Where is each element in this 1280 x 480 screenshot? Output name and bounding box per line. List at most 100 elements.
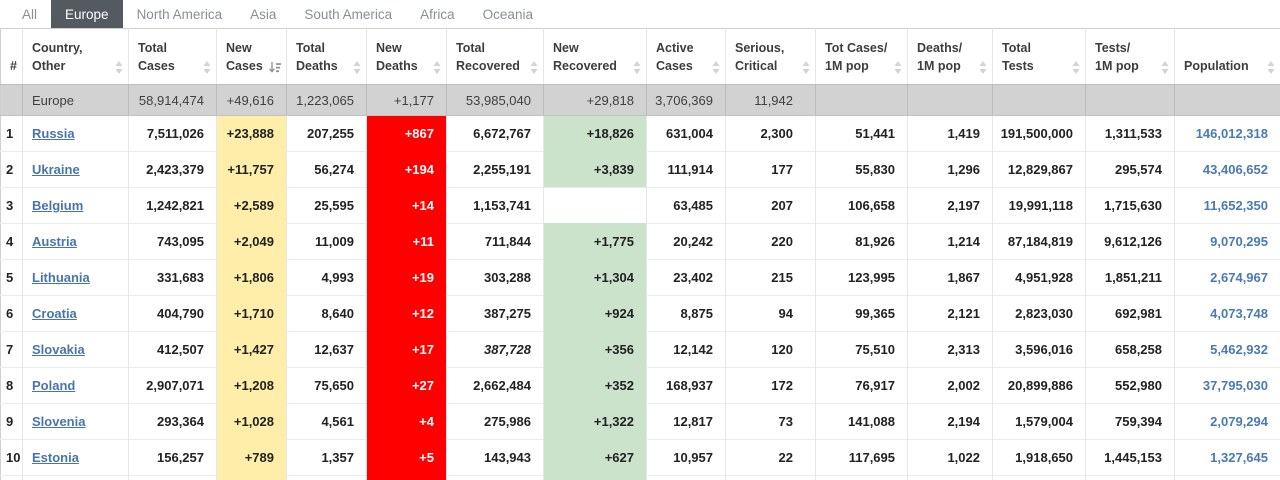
new-recovered-cell: +18,826 (543, 115, 647, 152)
country-cell: Ukraine (22, 151, 129, 188)
population-link[interactable]: 4,073,748 (1210, 306, 1268, 321)
total-recovered-cell: 1,153,741 (446, 187, 544, 224)
country-cell: Lithuania (22, 259, 129, 296)
tab-europe[interactable]: Europe (51, 0, 123, 28)
tab-north-america[interactable]: North America (136, 6, 223, 22)
column-header-total-cases[interactable]: Total Cases (128, 28, 217, 85)
population-link[interactable]: 37,795,030 (1202, 378, 1268, 393)
country-link[interactable]: Slovenia (32, 414, 86, 429)
population-link[interactable]: 146,012,318 (1195, 126, 1268, 141)
sort-unsorted-icon (115, 61, 123, 74)
population-link[interactable]: 2,674,967 (1210, 270, 1268, 285)
column-header-population[interactable]: Population (1174, 28, 1280, 85)
header-label: Active Cases (656, 40, 694, 73)
cases-per-1m-cell: 123,995 (815, 259, 908, 296)
rank-cell: 8 (0, 367, 23, 404)
serious-critical-cell: 2,300 (725, 115, 816, 152)
country-link[interactable]: Russia (32, 126, 75, 141)
country-link[interactable]: Lithuania (32, 270, 90, 285)
tab-oceania[interactable]: Oceania (482, 6, 533, 22)
deaths-per-1m-cell: 2,197 (907, 187, 993, 224)
column-header-deaths-per-1m[interactable]: Deaths/1M pop (907, 28, 993, 85)
totals-population (1174, 84, 1280, 116)
country-link[interactable]: Belgium (32, 198, 84, 213)
population-link[interactable]: 9,070,295 (1210, 234, 1268, 249)
population-cell: 11,652,350 (1174, 187, 1280, 224)
country-cell: Russia (22, 115, 129, 152)
population-link[interactable]: 5,462,932 (1210, 342, 1268, 357)
new-cases-cell: +1,208 (216, 367, 287, 404)
tab-all[interactable]: All (22, 6, 38, 22)
population-link[interactable]: 43,406,652 (1202, 162, 1268, 177)
population-cell: 37,795,030 (1174, 367, 1280, 404)
country-link[interactable]: Ukraine (32, 162, 80, 177)
population-cell: 9,070,295 (1174, 223, 1280, 260)
population-link[interactable]: 11,652,350 (1203, 198, 1268, 213)
cases-per-1m-cell: 117,695 (815, 439, 908, 476)
column-header-tests-per-1m[interactable]: Tests/1M pop (1085, 28, 1175, 85)
active-cases-cell: 168,937 (646, 367, 726, 404)
column-header-active-cases[interactable]: Active Cases (646, 28, 726, 85)
tab-south-america[interactable]: South America (304, 6, 393, 22)
population-cell: 4,073,748 (1174, 295, 1280, 332)
rank-cell: 5 (0, 259, 23, 296)
total-deaths-cell: 1,357 (286, 439, 367, 476)
total-tests-cell: 1,579,004 (992, 403, 1086, 440)
cases-per-1m-cell: 99,365 (815, 295, 908, 332)
new-deaths-cell: +14 (366, 187, 447, 224)
rank-cell: 6 (0, 295, 23, 332)
total-tests-cell: 20,899,886 (992, 367, 1086, 404)
deaths-per-1m-cell: 1,419 (907, 115, 993, 152)
population-cell: 43,406,652 (1174, 151, 1280, 188)
serious-critical-cell: 120 (725, 331, 816, 368)
total-cases-cell: 7,511,026 (128, 115, 217, 152)
tab-asia[interactable]: Asia (250, 6, 277, 22)
totals-total-cases: 58,914,474 (128, 84, 217, 116)
column-header-total-recovered[interactable]: Total Recovered (446, 28, 544, 85)
new-cases-cell: +2,049 (216, 223, 287, 260)
new-recovered-cell: +1,304 (543, 259, 647, 296)
country-link[interactable]: Croatia (32, 306, 77, 321)
tests-per-1m-cell: 692,981 (1085, 295, 1175, 332)
column-header-total-tests[interactable]: Total Tests (992, 28, 1086, 85)
population-cell: 1,327,645 (1174, 439, 1280, 476)
new-cases-cell: +1,427 (216, 331, 287, 368)
header-row: # Country, Other Total Cases New Cases Tota… (0, 28, 1280, 85)
column-header-rank[interactable]: # (0, 28, 23, 85)
population-link[interactable]: 1,327,645 (1210, 450, 1268, 465)
column-header-new-recovered[interactable]: New Recovered (543, 28, 647, 85)
cases-per-1m-cell: 76,917 (815, 367, 908, 404)
column-header-new-deaths[interactable]: New Deaths (366, 28, 447, 85)
sort-unsorted-icon (979, 61, 987, 74)
column-header-total-deaths[interactable]: Total Deaths (286, 28, 367, 85)
column-header-serious-critical[interactable]: Serious, Critical (725, 28, 816, 85)
rank-cell: 2 (0, 151, 23, 188)
cases-per-1m-cell: 141,088 (815, 403, 908, 440)
country-link[interactable]: Slovakia (32, 342, 85, 357)
country-link[interactable]: Poland (32, 378, 76, 393)
total-recovered-cell: 303,288 (446, 259, 544, 296)
cases-per-1m-cell: 81,926 (815, 223, 908, 260)
population-link[interactable]: 2,079,294 (1210, 414, 1268, 429)
tab-africa[interactable]: Africa (420, 6, 455, 22)
column-header-cases-per-1m[interactable]: Tot Cases/1M pop (815, 28, 908, 85)
population-cell: 5,462,932 (1174, 331, 1280, 368)
active-cases-cell: 631,004 (646, 115, 726, 152)
total-deaths-cell: 11,009 (286, 223, 367, 260)
totals-total-deaths: 1,223,065 (286, 84, 367, 116)
total-tests-cell: 1,918,650 (992, 439, 1086, 476)
new-recovered-cell: +627 (543, 439, 647, 476)
total-cases-cell: 743,095 (128, 223, 217, 260)
totals-tests-per-1m (1085, 84, 1175, 116)
country-row: 10 Estonia 156,257 +789 1,357 +5 143,943… (0, 439, 1280, 476)
total-cases-cell: 331,683 (128, 259, 217, 296)
partial-next-row (0, 475, 1280, 480)
new-deaths-cell: +19 (366, 259, 447, 296)
column-header-country[interactable]: Country, Other (22, 28, 129, 85)
column-header-new-cases[interactable]: New Cases (216, 28, 287, 85)
country-link[interactable]: Austria (32, 234, 77, 249)
country-link[interactable]: Estonia (32, 450, 79, 465)
new-deaths-cell: +5 (366, 439, 447, 476)
new-deaths-cell: +867 (366, 115, 447, 152)
tests-per-1m-cell: 1,851,211 (1085, 259, 1175, 296)
